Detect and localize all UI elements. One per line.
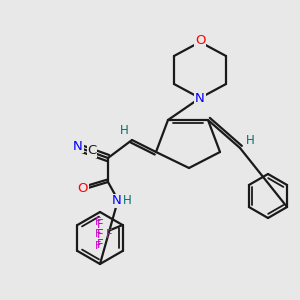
Text: H: H	[246, 134, 254, 146]
Text: C: C	[87, 145, 97, 158]
Text: H: H	[120, 124, 128, 136]
Text: N: N	[195, 92, 205, 106]
Text: F
F
F: F F F	[95, 217, 102, 251]
Text: H: H	[123, 194, 131, 208]
Text: F: F	[97, 218, 104, 230]
Text: F: F	[97, 227, 104, 241]
Text: F: F	[106, 227, 113, 241]
Text: O: O	[195, 34, 205, 47]
Text: F: F	[97, 238, 104, 250]
Text: O: O	[78, 182, 88, 196]
Text: N: N	[112, 194, 122, 208]
Text: N: N	[73, 140, 83, 152]
